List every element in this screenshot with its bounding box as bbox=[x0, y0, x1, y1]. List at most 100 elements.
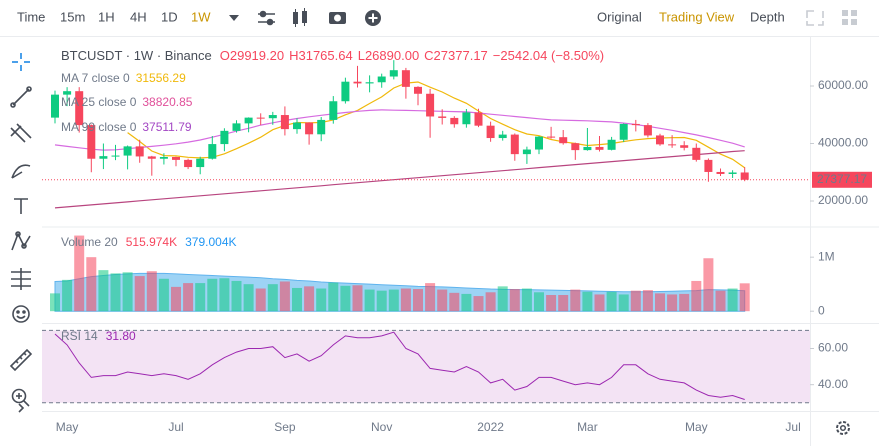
y-tick-label: 40000.00 bbox=[818, 136, 868, 150]
volume-bar bbox=[122, 272, 133, 312]
camera-icon[interactable] bbox=[329, 12, 346, 24]
candle-body bbox=[196, 158, 205, 168]
volume-bar bbox=[158, 278, 169, 312]
candle-body bbox=[450, 117, 459, 125]
volume-bar bbox=[521, 288, 532, 312]
volume-bar bbox=[146, 271, 157, 312]
candle-body bbox=[280, 115, 289, 130]
candle-body bbox=[474, 112, 483, 126]
candle-body bbox=[341, 81, 350, 102]
volume-bar bbox=[62, 279, 73, 312]
volume-bar bbox=[364, 289, 375, 312]
layout-icon[interactable] bbox=[842, 10, 857, 25]
candle-body bbox=[401, 70, 410, 87]
volume-bar bbox=[425, 283, 436, 312]
settings-gear[interactable] bbox=[836, 421, 850, 435]
price-legend: BTCUSDT · 1W · Binance O29919.20 H31765.64… bbox=[61, 48, 604, 63]
candle-body bbox=[147, 156, 156, 159]
expand-arrow[interactable] bbox=[18, 403, 25, 413]
price-tag: 27377.17 bbox=[817, 172, 867, 186]
volume-bar bbox=[292, 287, 302, 312]
view-tab[interactable]: Depth bbox=[750, 9, 785, 24]
interval[interactable]: 1H bbox=[98, 9, 115, 24]
volume-bar bbox=[582, 291, 593, 312]
y-tick-label: 60000.00 bbox=[818, 78, 868, 92]
dropdown[interactable] bbox=[229, 15, 239, 21]
candle-body bbox=[656, 135, 664, 145]
fullscreen-icon[interactable] bbox=[806, 10, 824, 26]
interval[interactable]: 1D bbox=[161, 9, 178, 24]
candle-body bbox=[607, 139, 616, 150]
volume-bar bbox=[655, 293, 665, 312]
volume-bar bbox=[570, 289, 581, 312]
candle-body bbox=[329, 101, 338, 120]
candle-body bbox=[172, 157, 180, 160]
ma-legends: MA 7 close 0 31556.29 MA 25 close 0 38820.… bbox=[61, 71, 193, 134]
candle-body bbox=[740, 172, 749, 180]
crosshair-tool[interactable] bbox=[12, 53, 30, 71]
candle-body bbox=[389, 70, 398, 77]
volume-value: 515.974K bbox=[126, 235, 177, 249]
x-tick-label: May bbox=[685, 420, 708, 434]
ma-line bbox=[127, 81, 746, 169]
candle-body bbox=[232, 123, 241, 131]
volume-bar bbox=[304, 286, 315, 312]
price-tag-bg bbox=[812, 171, 872, 188]
candle-body bbox=[668, 144, 677, 146]
view-tab[interactable]: Original bbox=[597, 9, 642, 24]
ruler-tool[interactable] bbox=[9, 348, 33, 372]
ma-value: 37511.79 bbox=[142, 120, 191, 134]
x-tick-label: 2022 bbox=[477, 420, 504, 434]
candle-body bbox=[716, 171, 725, 174]
volume-bar bbox=[437, 289, 448, 312]
candle-body bbox=[135, 146, 144, 157]
candle-body bbox=[728, 172, 737, 174]
candle-body bbox=[595, 146, 604, 150]
channel-tool[interactable] bbox=[10, 123, 32, 143]
interval[interactable]: 1W bbox=[191, 9, 211, 24]
candle-icon[interactable] bbox=[293, 8, 307, 27]
rsi-value: 31.80 bbox=[106, 329, 136, 343]
toolbar: Time 15m 1H 4H 1D 1W Original Trading Vi… bbox=[0, 8, 879, 37]
add-icon[interactable] bbox=[365, 10, 381, 26]
ma-line bbox=[54, 109, 745, 151]
chart-title: BTCUSDT · 1W · Binance bbox=[61, 48, 212, 63]
x-tick-label: Nov bbox=[371, 420, 392, 434]
interval[interactable]: 4H bbox=[130, 9, 147, 24]
candle-body bbox=[535, 136, 543, 150]
candle-body bbox=[377, 76, 386, 83]
brush-tool[interactable] bbox=[11, 164, 31, 179]
candle-body bbox=[571, 143, 580, 151]
ma-name: MA 99 close 0 bbox=[61, 120, 137, 134]
candle-body bbox=[547, 136, 556, 138]
volume-legend: Volume 20 515.974K 379.004K bbox=[61, 235, 237, 249]
pattern-tool[interactable] bbox=[11, 231, 31, 251]
volume-ma-area bbox=[54, 272, 746, 312]
volume-bar bbox=[388, 289, 399, 312]
interval[interactable]: 15m bbox=[60, 9, 85, 24]
volume-bar bbox=[473, 296, 484, 312]
volume-bar bbox=[98, 270, 109, 312]
view-tab[interactable]: Trading View bbox=[659, 9, 735, 24]
line-tool[interactable] bbox=[10, 86, 32, 108]
candle-body bbox=[123, 146, 132, 156]
candle-body bbox=[510, 134, 519, 155]
x-tick-label: Mar bbox=[577, 420, 598, 434]
ma-legend: MA 99 close 0 37511.79 bbox=[61, 120, 192, 134]
volume-bar bbox=[461, 293, 472, 312]
volume-bar bbox=[255, 288, 266, 312]
fib-tool[interactable] bbox=[11, 268, 31, 290]
zoom-tool[interactable] bbox=[11, 388, 30, 407]
settings-icon[interactable] bbox=[258, 10, 275, 26]
y-tick-label: 40.00 bbox=[818, 377, 848, 391]
change-label: −2542.04 (−8.50%) bbox=[493, 48, 604, 63]
candle-body bbox=[462, 112, 471, 125]
rsi-band bbox=[42, 330, 810, 403]
volume-bar bbox=[449, 292, 460, 312]
text-tool[interactable] bbox=[14, 198, 28, 214]
emoji-tool[interactable] bbox=[12, 305, 30, 323]
ma-name: MA 7 close 0 bbox=[61, 71, 130, 85]
interval[interactable]: Time bbox=[17, 9, 45, 24]
candle-body bbox=[426, 93, 435, 117]
